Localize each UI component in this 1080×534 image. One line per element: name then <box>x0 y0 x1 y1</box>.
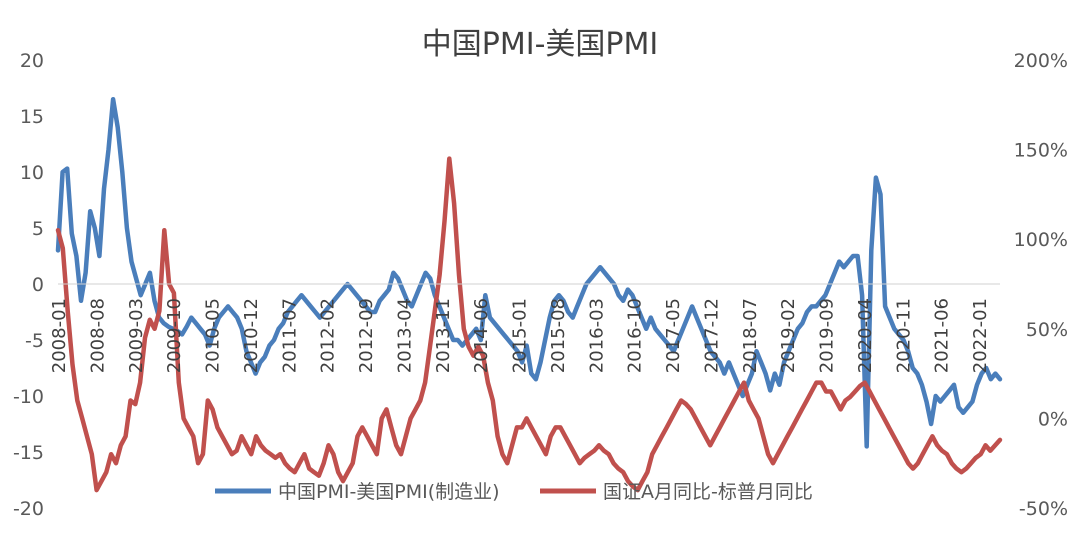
x-axis-tick-label: 2008-01 <box>49 298 70 373</box>
x-axis-tick-label: 2016-10 <box>625 298 646 373</box>
x-axis-tick-label: 2018-07 <box>740 298 761 373</box>
x-axis-tick-label: 2014-06 <box>471 298 492 373</box>
left-axis-tick-label: -5 <box>25 330 44 352</box>
x-axis-tick-label: 2016-03 <box>586 298 607 373</box>
legend-label: 国证A月同比-标普月同比 <box>603 481 813 503</box>
x-axis-tick-label: 2017-05 <box>663 298 684 373</box>
x-axis-tick-label: 2013-04 <box>394 298 415 373</box>
left-axis-tick-label: -20 <box>13 498 44 520</box>
x-axis-tick-label: 2013-11 <box>433 298 454 373</box>
x-axis-tick-label: 2012-09 <box>356 298 377 373</box>
left-axis-tick-label: -15 <box>13 442 44 464</box>
x-axis-tick-label: 2010-05 <box>203 298 224 373</box>
left-axis-tick-label: 15 <box>20 106 44 128</box>
left-axis-tick-label: -10 <box>13 386 44 408</box>
left-axis: 20 15 10 5 0 -5 -10 -15 -20 <box>13 50 44 520</box>
right-axis-tick-label: 50% <box>1026 319 1068 341</box>
x-axis-tick-label: 2009-03 <box>126 298 147 373</box>
right-axis: 200% 150% 100% 50% 0% -50% <box>1014 50 1068 520</box>
right-axis-tick-label: 100% <box>1014 229 1068 251</box>
x-axis-tick-label: 2020-04 <box>855 298 876 373</box>
right-axis-tick-label: 150% <box>1014 140 1068 162</box>
x-axis-tick-label: 2012-02 <box>318 298 339 373</box>
x-axis-tick-label: 2011-07 <box>279 298 300 373</box>
left-axis-tick-label: 0 <box>32 274 44 296</box>
left-axis-tick-label: 10 <box>20 162 44 184</box>
x-axis-tick-label: 2020-11 <box>893 298 914 373</box>
x-axis-tick-label: 2021-06 <box>932 298 953 373</box>
series-line-1 <box>55 96 1003 449</box>
x-axis-tick-label: 2010-12 <box>241 298 262 373</box>
left-axis-tick-label: 5 <box>32 218 44 240</box>
legend: 中国PMI-美国PMI(制造业) 国证A月同比-标普月同比 <box>215 481 813 503</box>
x-axis-tick-label: 2008-08 <box>87 298 108 373</box>
x-axis-tick-label: 2019-02 <box>778 298 799 373</box>
x-axis-tick-label: 2015-01 <box>510 298 531 373</box>
x-axis: 2008-01 2008-08 2009-03 2009-10 2010-05 2010-… <box>49 298 991 373</box>
chart-title: 中国PMI-美国PMI <box>422 27 658 62</box>
x-axis-tick-label: 2009-10 <box>164 298 185 373</box>
plot-lines <box>55 96 1003 493</box>
right-axis-tick-label: 200% <box>1014 50 1068 72</box>
left-axis-tick-label: 20 <box>20 50 44 72</box>
series-line-2 <box>55 156 1003 493</box>
x-axis-tick-label: 2022-01 <box>970 298 991 373</box>
x-axis-tick-label: 2019-09 <box>817 298 838 373</box>
right-axis-tick-label: -50% <box>1019 498 1068 520</box>
x-axis-tick-label: 2015-08 <box>548 298 569 373</box>
right-axis-tick-label: 0% <box>1038 408 1068 430</box>
legend-label: 中国PMI-美国PMI(制造业) <box>278 481 500 503</box>
x-axis-tick-label: 2017-12 <box>701 298 722 373</box>
